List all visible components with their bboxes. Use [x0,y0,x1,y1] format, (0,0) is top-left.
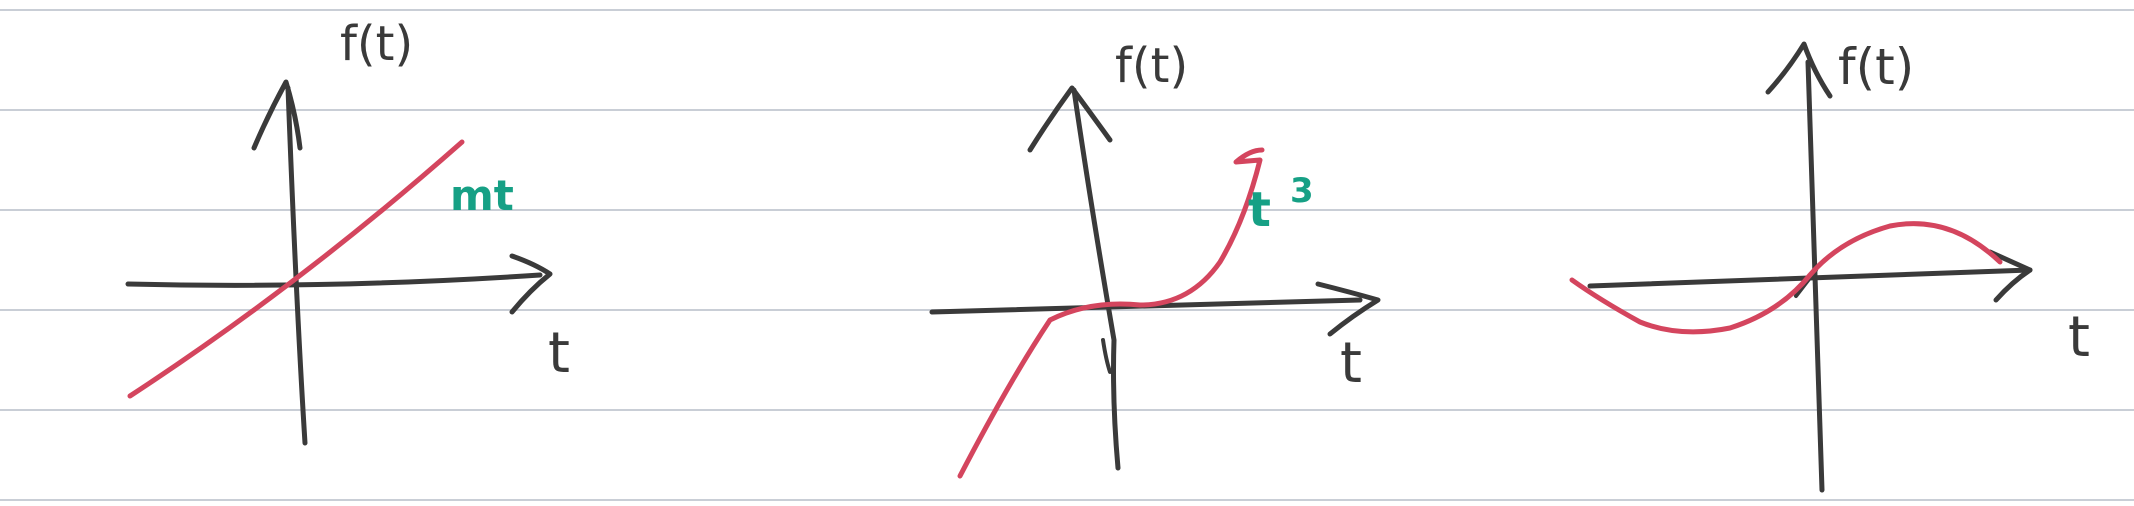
graph-linear: f(t) t mt [125,16,570,446]
curve-label: t [1248,182,1271,238]
x-axis-label: t [1340,331,1362,396]
cubic-curve [957,147,1265,479]
y-axis [1071,87,1121,471]
y-axis-arrowhead [1027,85,1113,153]
graph-sine: f(t) t [1569,38,2090,493]
y-axis-label: f(t) [1115,38,1188,94]
ruled-lines [0,9,2134,501]
x-axis-arrowhead [1315,281,1381,337]
y-axis [1805,59,1825,493]
origin-tick [1101,338,1112,374]
y-axis-arrowhead [251,79,303,151]
graph-cubic: f(t) t t 3 [929,38,1381,479]
y-axis-arrowhead [1765,41,1833,99]
y-axis-label: f(t) [1838,38,1914,96]
sine-curve [1569,221,2003,335]
curve-label: mt [450,171,514,220]
y-axis [285,85,308,446]
x-axis-arrowhead [1987,249,2033,303]
x-axis-label: t [548,321,570,386]
curve-label-superscript: 3 [1290,171,1314,211]
x-axis-arrowhead [509,253,553,315]
linear-curve [127,139,465,399]
x-axis-label: t [2068,305,2090,370]
x-axis [125,272,543,288]
y-axis-label: f(t) [340,16,413,72]
